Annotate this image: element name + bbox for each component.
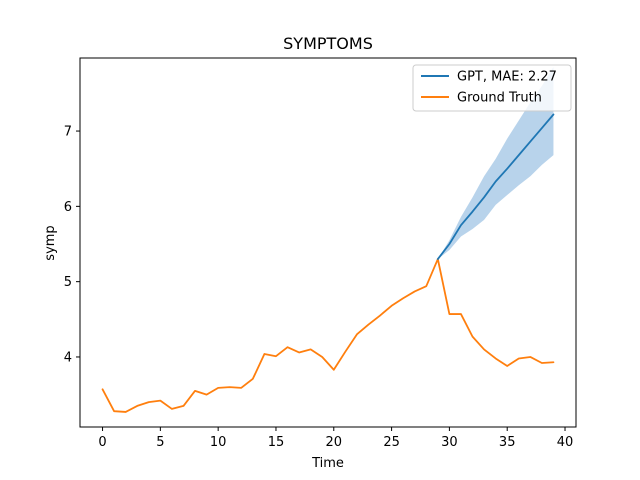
y-axis-label: symp <box>43 225 58 260</box>
legend-label-gpt: GPT, MAE: 2.27 <box>457 70 557 85</box>
x-tick-label: 30 <box>441 435 458 450</box>
series-line-ground-truth <box>101 258 555 413</box>
confidence-band <box>437 67 554 260</box>
legend-box <box>412 64 572 112</box>
x-tick-label: 20 <box>326 435 343 450</box>
x-tick-label: 35 <box>499 435 516 450</box>
x-tick-label: 25 <box>383 435 400 450</box>
x-tick-label: 0 <box>98 435 106 450</box>
x-axis-label: Time <box>311 456 344 471</box>
legend-label-ground-truth: Ground Truth <box>457 91 542 106</box>
series-line-gpt <box>436 113 555 260</box>
y-tick-label: 6 <box>64 200 72 215</box>
chart-title: SYMPTOMS <box>283 34 373 53</box>
y-tick-label: 5 <box>64 275 72 290</box>
plot-area <box>101 67 555 413</box>
x-tick-label: 15 <box>268 435 285 450</box>
x-tick-label: 5 <box>156 435 164 450</box>
plot-frame <box>79 57 577 428</box>
y-tick-label: 4 <box>64 350 72 365</box>
x-tick-label: 10 <box>210 435 227 450</box>
legend: GPT, MAE: 2.27 Ground Truth <box>412 64 572 112</box>
y-tick-label: 7 <box>64 125 72 140</box>
x-tick-label: 40 <box>557 435 574 450</box>
